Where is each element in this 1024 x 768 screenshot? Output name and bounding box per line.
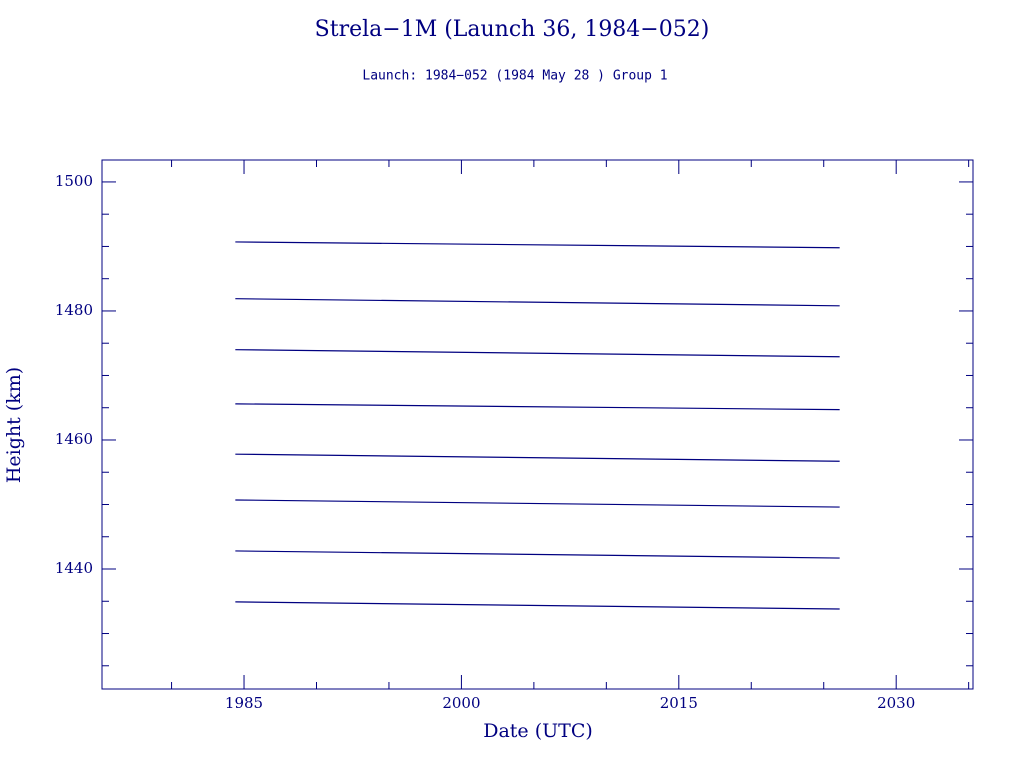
x-tick-label: 2000 <box>442 694 480 712</box>
data-line <box>235 241 840 249</box>
x-tick-label: 2030 <box>877 694 915 712</box>
data-line <box>235 499 840 508</box>
data-line <box>235 453 840 462</box>
x-tick-label: 2015 <box>660 694 698 712</box>
y-tick-label: 1440 <box>55 559 93 577</box>
plot-frame <box>101 159 974 690</box>
y-tick-label: 1480 <box>55 301 93 319</box>
chart-subtitle: Launch: 1984−052 (1984 May 28 ) Group 1 <box>362 69 667 84</box>
y-tick-label: 1500 <box>55 172 93 190</box>
data-line <box>235 298 840 307</box>
data-line <box>235 403 840 411</box>
data-line <box>235 550 840 559</box>
x-tick-label: 1985 <box>225 694 263 712</box>
data-line <box>235 601 840 610</box>
data-line <box>235 349 840 358</box>
x-axis-label: Date (UTC) <box>483 720 593 742</box>
chart-title: Strela−1M (Launch 36, 1984−052) <box>315 17 710 42</box>
y-axis-label: Height (km) <box>3 367 25 483</box>
y-tick-label: 1460 <box>55 430 93 448</box>
